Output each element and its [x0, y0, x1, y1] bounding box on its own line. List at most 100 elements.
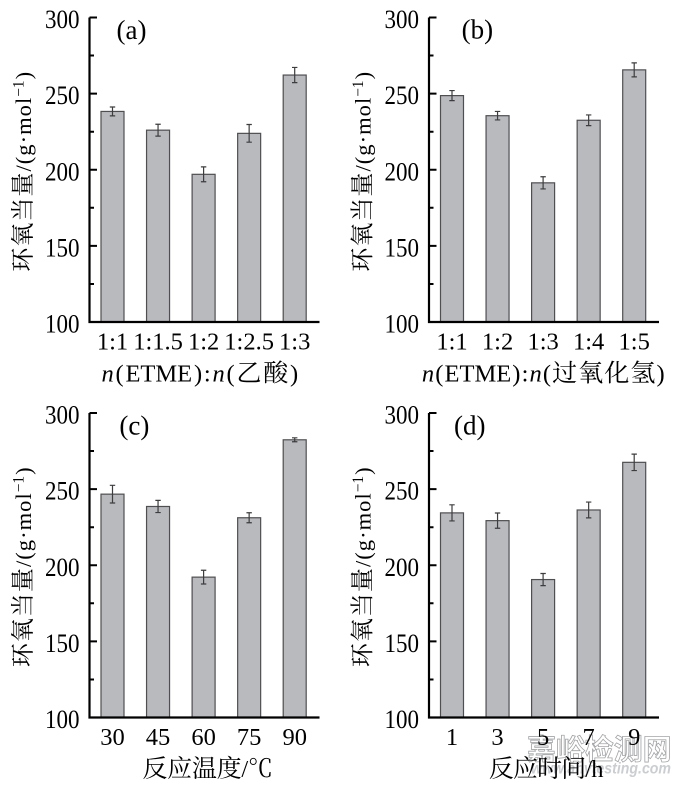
- svg-text:(: (: [227, 361, 235, 388]
- svg-text:7: 7: [583, 724, 595, 751]
- svg-text:n: n: [102, 361, 114, 388]
- svg-text:1:1.5: 1:1.5: [133, 328, 183, 355]
- svg-text:): ): [194, 361, 202, 388]
- svg-text:/: /: [241, 756, 248, 783]
- svg-text:l: l: [351, 493, 376, 499]
- svg-text:150: 150: [385, 629, 420, 658]
- svg-text:m: m: [11, 117, 36, 135]
- svg-text:1:2: 1:2: [188, 328, 219, 355]
- svg-text:o: o: [11, 105, 36, 116]
- svg-text:1:1: 1:1: [97, 328, 128, 355]
- svg-text:l: l: [351, 98, 376, 104]
- svg-text:): ): [351, 72, 376, 80]
- svg-text:300: 300: [45, 401, 80, 430]
- svg-text:3: 3: [491, 724, 503, 751]
- svg-text:o: o: [351, 105, 376, 116]
- svg-text:(c): (c): [119, 410, 149, 440]
- svg-text:/: /: [585, 756, 592, 783]
- svg-text:o: o: [11, 501, 36, 512]
- svg-text:250: 250: [45, 81, 80, 110]
- svg-text:200: 200: [45, 553, 80, 582]
- svg-text:n: n: [212, 361, 224, 388]
- svg-text:1:3: 1:3: [527, 328, 558, 355]
- svg-text:(b): (b): [462, 15, 493, 45]
- svg-text:m: m: [351, 512, 376, 530]
- svg-text:200: 200: [45, 157, 80, 186]
- svg-text:75: 75: [237, 724, 262, 751]
- svg-text:(: (: [351, 552, 376, 560]
- svg-text:): ): [657, 361, 665, 388]
- svg-text:g: g: [351, 540, 376, 551]
- svg-text:1: 1: [446, 724, 458, 751]
- svg-text:5: 5: [537, 724, 549, 751]
- svg-text:·: ·: [351, 136, 376, 144]
- svg-text:/: /: [351, 560, 376, 567]
- svg-text:(: (: [351, 157, 376, 165]
- svg-text::: :: [522, 361, 529, 388]
- svg-text:n: n: [422, 361, 434, 388]
- svg-text:(a): (a): [117, 15, 147, 45]
- svg-text:(: (: [11, 552, 36, 560]
- svg-text:30: 30: [100, 724, 125, 751]
- svg-text:(: (: [435, 361, 443, 388]
- svg-text:·: ·: [11, 531, 36, 539]
- svg-text:200: 200: [385, 157, 420, 186]
- svg-text:1:4: 1:4: [573, 328, 604, 355]
- svg-text:g: g: [351, 144, 376, 155]
- svg-text:·: ·: [351, 531, 376, 539]
- svg-text:250: 250: [385, 81, 420, 110]
- svg-text:ETME: ETME: [125, 361, 192, 388]
- svg-text:/: /: [11, 560, 36, 567]
- svg-text:ETME: ETME: [445, 361, 512, 388]
- svg-text:l: l: [11, 98, 36, 104]
- svg-text:): ): [11, 467, 36, 475]
- svg-text:o: o: [351, 501, 376, 512]
- svg-text:/: /: [11, 165, 36, 172]
- svg-text:m: m: [351, 117, 376, 135]
- svg-text:(d): (d): [454, 410, 485, 440]
- svg-text:200: 200: [385, 553, 420, 582]
- svg-text:300: 300: [45, 5, 80, 34]
- svg-text:100: 100: [385, 705, 420, 734]
- svg-text::: :: [204, 361, 211, 388]
- svg-text:g: g: [11, 144, 36, 155]
- svg-text:100: 100: [385, 310, 420, 339]
- svg-text:g: g: [11, 540, 36, 551]
- svg-text:/: /: [351, 165, 376, 172]
- svg-text:−1: −1: [350, 476, 367, 492]
- svg-text:): ): [512, 361, 520, 388]
- svg-text:1:5: 1:5: [619, 328, 650, 355]
- svg-text:−1: −1: [11, 476, 28, 492]
- svg-text:150: 150: [45, 629, 80, 658]
- svg-text:250: 250: [385, 477, 420, 506]
- svg-text:1:3: 1:3: [279, 328, 310, 355]
- svg-text:(: (: [11, 157, 36, 165]
- svg-text:(: (: [543, 361, 551, 388]
- svg-text:90: 90: [282, 724, 307, 751]
- svg-text:n: n: [529, 361, 541, 388]
- svg-text:): ): [11, 72, 36, 80]
- svg-text:300: 300: [385, 401, 420, 430]
- svg-text:1:2: 1:2: [482, 328, 513, 355]
- svg-text:60: 60: [191, 724, 216, 751]
- svg-text:l: l: [11, 493, 36, 499]
- svg-text:(: (: [116, 361, 124, 388]
- svg-text:100: 100: [45, 310, 80, 339]
- svg-text:): ): [351, 467, 376, 475]
- svg-text:1:2.5: 1:2.5: [224, 328, 274, 355]
- svg-text:m: m: [11, 512, 36, 530]
- svg-text:·: ·: [11, 136, 36, 144]
- svg-text:h: h: [591, 756, 603, 783]
- svg-text:150: 150: [45, 233, 80, 262]
- svg-text:9: 9: [628, 724, 640, 751]
- svg-text:250: 250: [45, 477, 80, 506]
- svg-text:150: 150: [385, 233, 420, 262]
- svg-text:www.anytesting.com: www.anytesting.com: [531, 761, 671, 778]
- svg-text:300: 300: [385, 5, 420, 34]
- svg-text:): ): [290, 361, 298, 388]
- svg-text:−1: −1: [350, 80, 367, 96]
- svg-text:−1: −1: [11, 80, 28, 96]
- svg-text:1:1: 1:1: [436, 328, 467, 355]
- svg-text:100: 100: [45, 705, 80, 734]
- svg-text:45: 45: [146, 724, 171, 751]
